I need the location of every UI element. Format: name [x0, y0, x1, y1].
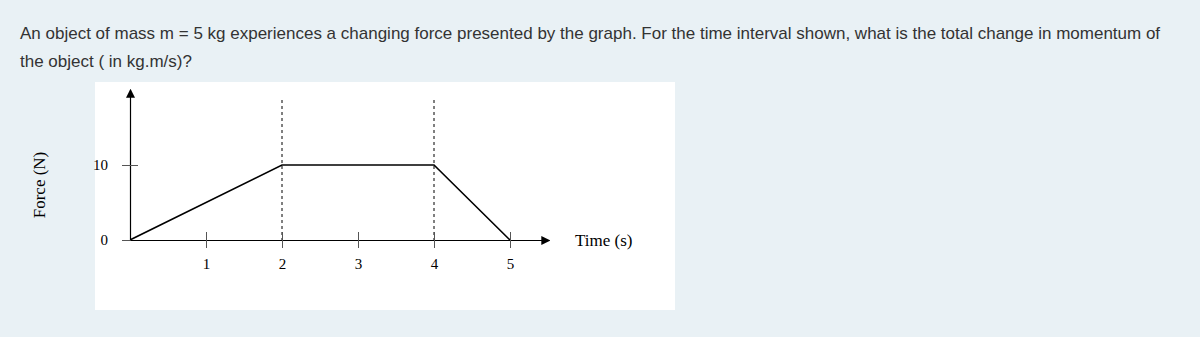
chart: 1 2 3 4 5 0 10 Time (s) Force (N) [0, 0, 1200, 337]
y-tick-label: 10 [93, 157, 108, 173]
x-tick-label: 2 [279, 256, 287, 272]
plot-area [130, 100, 510, 240]
y-tick-label: 0 [101, 232, 109, 248]
x-tick-label: 3 [355, 256, 363, 272]
x-tick-label: 5 [507, 256, 515, 272]
y-axis-title: Force (N) [30, 152, 49, 219]
x-tick: 2 [279, 232, 287, 272]
x-tick-label: 4 [431, 256, 439, 272]
x-tick-mark [434, 232, 435, 248]
x-axis: 1 2 3 4 5 [131, 232, 549, 272]
y-axis: 0 10 [93, 91, 138, 249]
x-tick-label: 1 [203, 256, 211, 272]
x-tick: 4 [431, 232, 439, 272]
y-tick: 0 [101, 232, 131, 248]
y-tick: 10 [93, 157, 138, 173]
x-axis-title: Time (s) [575, 231, 632, 250]
x-tick: 3 [355, 232, 363, 272]
question-text: An object of mass m = 5 kg experiences a… [20, 20, 1170, 76]
y-tick-mark [122, 165, 138, 166]
x-tick-mark [358, 232, 359, 248]
x-tick-mark [206, 232, 207, 248]
x-tick: 1 [203, 232, 211, 272]
y-tick-mark [122, 240, 130, 241]
force-line [130, 165, 510, 240]
guide-line [282, 100, 283, 240]
guide-line [434, 100, 435, 240]
x-tick-mark [510, 232, 511, 248]
plot-panel [95, 82, 675, 310]
x-axis-line [131, 240, 549, 241]
x-tick: 5 [507, 232, 515, 272]
x-tick-mark [282, 232, 283, 248]
